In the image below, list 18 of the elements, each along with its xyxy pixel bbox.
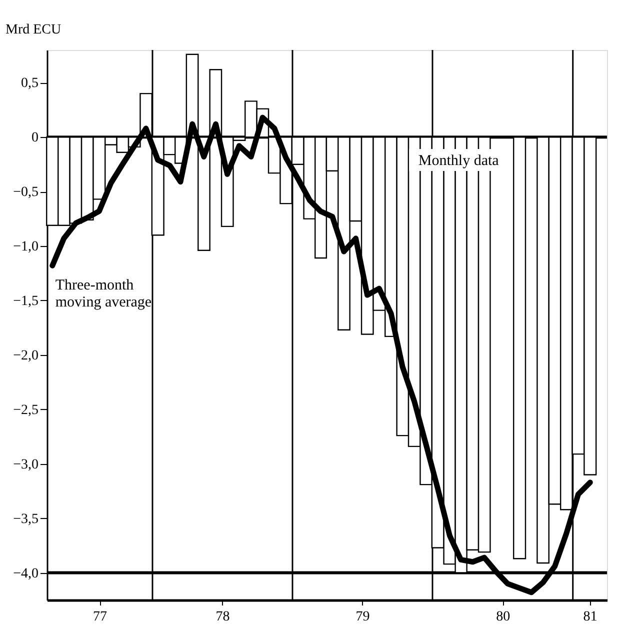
y-tick-label: 0 [32,130,38,146]
y-tick-label: −3,5 [13,512,38,527]
y-tick-label: −3,0 [13,457,38,472]
y-tick-label: −2,0 [13,348,38,364]
y-tick-label: −1,5 [13,294,38,309]
y-tick-label: −4,0 [13,566,38,582]
y-tick-label: −0,5 [13,185,38,200]
y-tick-label: −1,0 [13,240,38,255]
x-tick-label: 78 [216,610,230,624]
y-tick-label: 0,5 [21,76,38,92]
y-axis-title: Mrd ECU [6,22,62,38]
y-tick-label: −2,5 [13,402,38,418]
x-tick-label: 80 [496,610,510,624]
x-tick-label: 77 [93,610,108,624]
series-label: Three-month moving average [55,278,152,311]
x-tick-label: 81 [583,610,598,624]
x-tick-label: 79 [356,610,370,624]
series-label: Monthly data [418,153,500,169]
